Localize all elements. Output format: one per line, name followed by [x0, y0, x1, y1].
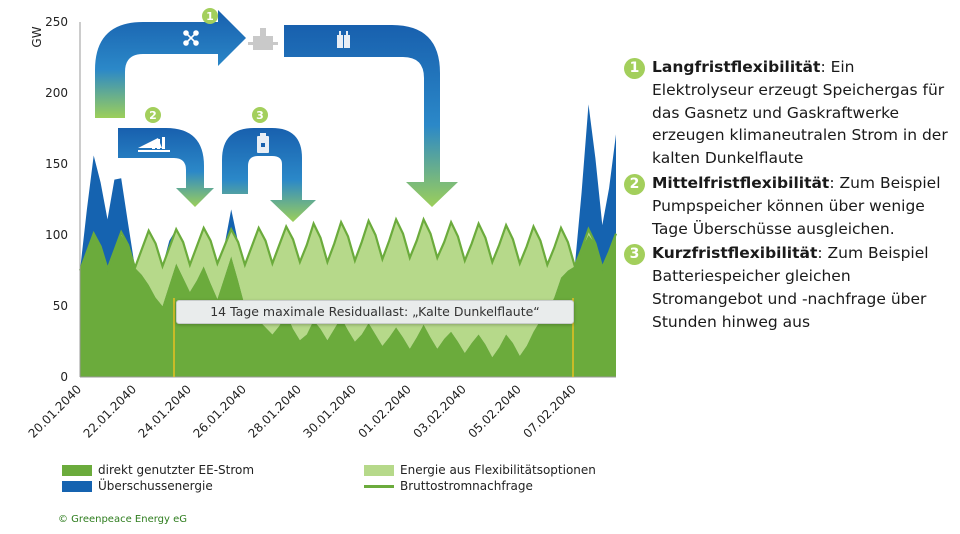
- item-1-title: Langfristflexibilität: [652, 58, 821, 76]
- x-tick-22.01.2040: 22.01.2040: [81, 382, 139, 440]
- arrow-long-term-return: [284, 25, 458, 207]
- legend-item-flex: Energie aus Flexibilitätsoptionen: [364, 462, 596, 478]
- explanation-item-3: 3 Kurzfristflexibilität: Zum Beispiel Ba…: [622, 242, 952, 333]
- credit: © Greenpeace Energy eG: [58, 514, 188, 525]
- x-tick-20.01.2040: 20.01.2040: [26, 382, 84, 440]
- y-tick-100: 100: [45, 228, 68, 242]
- flexibility-arrows: 1 2 3: [95, 8, 458, 222]
- pump-storage-icon: [138, 137, 170, 152]
- arrow-mid-term: [118, 128, 214, 207]
- legend-left: direkt genutzter EE-Strom Überschussener…: [62, 462, 254, 494]
- x-tick-05.02.2040: 05.02.2040: [465, 382, 523, 440]
- x-tick-03.02.2040: 03.02.2040: [410, 382, 468, 440]
- legend-swatch-flex: [364, 464, 394, 476]
- item-1-text: : Ein Elektrolyseur erzeugt Speichergas …: [652, 58, 948, 168]
- legend-swatch-surplus: [62, 480, 92, 492]
- explanation-item-1: 1 Langfristflexibilität: Ein Elektrolyse…: [622, 56, 952, 170]
- legend-item-ee: direkt genutzter EE-Strom: [62, 462, 254, 478]
- x-tick-07.02.2040: 07.02.2040: [520, 382, 578, 440]
- number-badge-2: 2: [624, 173, 645, 195]
- legend-item-demand: Bruttostromnachfrage: [364, 478, 596, 494]
- badge-3: 3: [252, 107, 268, 123]
- legend-label-ee: direkt genutzter EE-Strom: [98, 463, 255, 477]
- number-badge-1: 1: [624, 58, 645, 79]
- item-2-text: : Zum Beispiel Pumpspeicher können über …: [652, 173, 941, 238]
- explanation-item-2: 2 Mittelfristflexibilität: Zum Beispiel …: [622, 172, 952, 240]
- number-badge-3: 3: [624, 244, 645, 266]
- badge-2: 2: [145, 107, 161, 123]
- y-tick-250: 250: [45, 15, 68, 29]
- y-tick-200: 200: [45, 86, 68, 100]
- x-tick-30.01.2040: 30.01.2040: [301, 382, 359, 440]
- gas-network-icon: [248, 28, 278, 50]
- legend-label-flex: Energie aus Flexibilitätsoptionen: [400, 463, 596, 477]
- legend-label-surplus: Überschussenergie: [98, 479, 213, 493]
- y-tick-50: 50: [53, 299, 68, 313]
- svg-text:1: 1: [206, 10, 214, 23]
- item-3-text: : Zum Beispiel Batteriespeicher gleichen…: [652, 244, 929, 331]
- battery-icon: [257, 133, 269, 153]
- gas-power-plant-icon: [337, 31, 350, 48]
- x-tick-labels: 20.01.204022.01.204024.01.204026.01.2040…: [26, 382, 579, 440]
- electrolyser-icon: [183, 30, 199, 46]
- legend-swatch-ee: [62, 464, 92, 476]
- arrow-short-term: [222, 128, 316, 222]
- legend-item-surplus: Überschussenergie: [62, 478, 254, 494]
- svg-text:3: 3: [256, 109, 264, 122]
- x-tick-28.01.2040: 28.01.2040: [246, 382, 304, 440]
- y-tick-0: 0: [60, 370, 68, 384]
- explanation-panel: 1 Langfristflexibilität: Ein Elektrolyse…: [622, 56, 952, 336]
- legend-label-demand: Bruttostromnachfrage: [400, 479, 533, 493]
- y-tick-labels: 0 50 100 150 200 250: [45, 15, 68, 384]
- x-tick-01.02.2040: 01.02.2040: [355, 382, 413, 440]
- demand-line: [78, 216, 618, 273]
- x-tick-26.01.2040: 26.01.2040: [191, 382, 249, 440]
- legend-right: Energie aus Flexibilitätsoptionen Brutto…: [364, 462, 596, 494]
- y-axis-label: GW: [30, 26, 44, 47]
- badge-1: 1: [202, 8, 218, 24]
- legend-swatch-demand: [364, 484, 394, 488]
- item-2-title: Mittelfristflexibilität: [652, 173, 830, 192]
- arrow-long-term: [95, 10, 246, 118]
- x-tick-24.01.2040: 24.01.2040: [136, 382, 194, 440]
- ee-area: [80, 233, 616, 377]
- item-3-title: Kurzfristflexibilität: [652, 244, 818, 263]
- y-tick-150: 150: [45, 157, 68, 171]
- svg-text:2: 2: [149, 109, 157, 122]
- dunkelflaute-annotation: 14 Tage maximale Residuallast: „Kalte Du…: [176, 300, 574, 324]
